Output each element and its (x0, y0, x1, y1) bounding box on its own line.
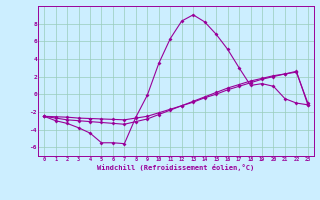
X-axis label: Windchill (Refroidissement éolien,°C): Windchill (Refroidissement éolien,°C) (97, 164, 255, 171)
